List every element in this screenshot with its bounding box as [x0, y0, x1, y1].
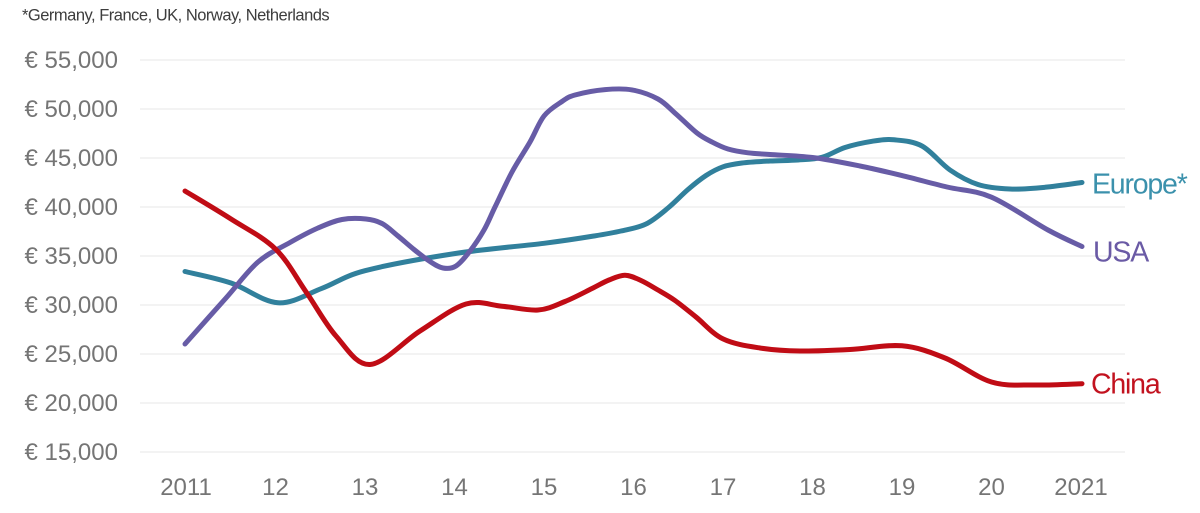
svg-text:€ 45,000: € 45,000 [25, 145, 118, 172]
svg-text:17: 17 [710, 474, 737, 501]
svg-text:2011: 2011 [160, 474, 212, 501]
svg-text:13: 13 [352, 474, 379, 501]
svg-text:20: 20 [978, 474, 1005, 501]
svg-text:€ 40,000: € 40,000 [25, 194, 118, 221]
svg-text:€ 50,000: € 50,000 [25, 96, 118, 123]
svg-text:2021: 2021 [1054, 474, 1107, 501]
svg-text:14: 14 [441, 474, 468, 501]
svg-text:19: 19 [889, 474, 916, 501]
svg-text:*Germany, France, UK, Norway,: *Germany, France, UK, Norway, Netherland… [22, 7, 329, 25]
svg-text:15: 15 [531, 474, 558, 501]
svg-text:USA: USA [1093, 237, 1149, 269]
svg-text:€ 15,000: € 15,000 [25, 439, 118, 466]
svg-text:16: 16 [620, 474, 647, 501]
svg-text:€ 35,000: € 35,000 [25, 243, 118, 270]
svg-text:Europe*: Europe* [1092, 169, 1188, 201]
svg-text:12: 12 [262, 474, 289, 501]
svg-text:18: 18 [799, 474, 826, 501]
svg-text:€ 20,000: € 20,000 [25, 390, 118, 417]
svg-text:€ 30,000: € 30,000 [25, 292, 118, 319]
svg-text:€ 25,000: € 25,000 [25, 341, 118, 368]
svg-text:€ 55,000: € 55,000 [25, 47, 118, 74]
svg-text:China: China [1091, 369, 1161, 401]
